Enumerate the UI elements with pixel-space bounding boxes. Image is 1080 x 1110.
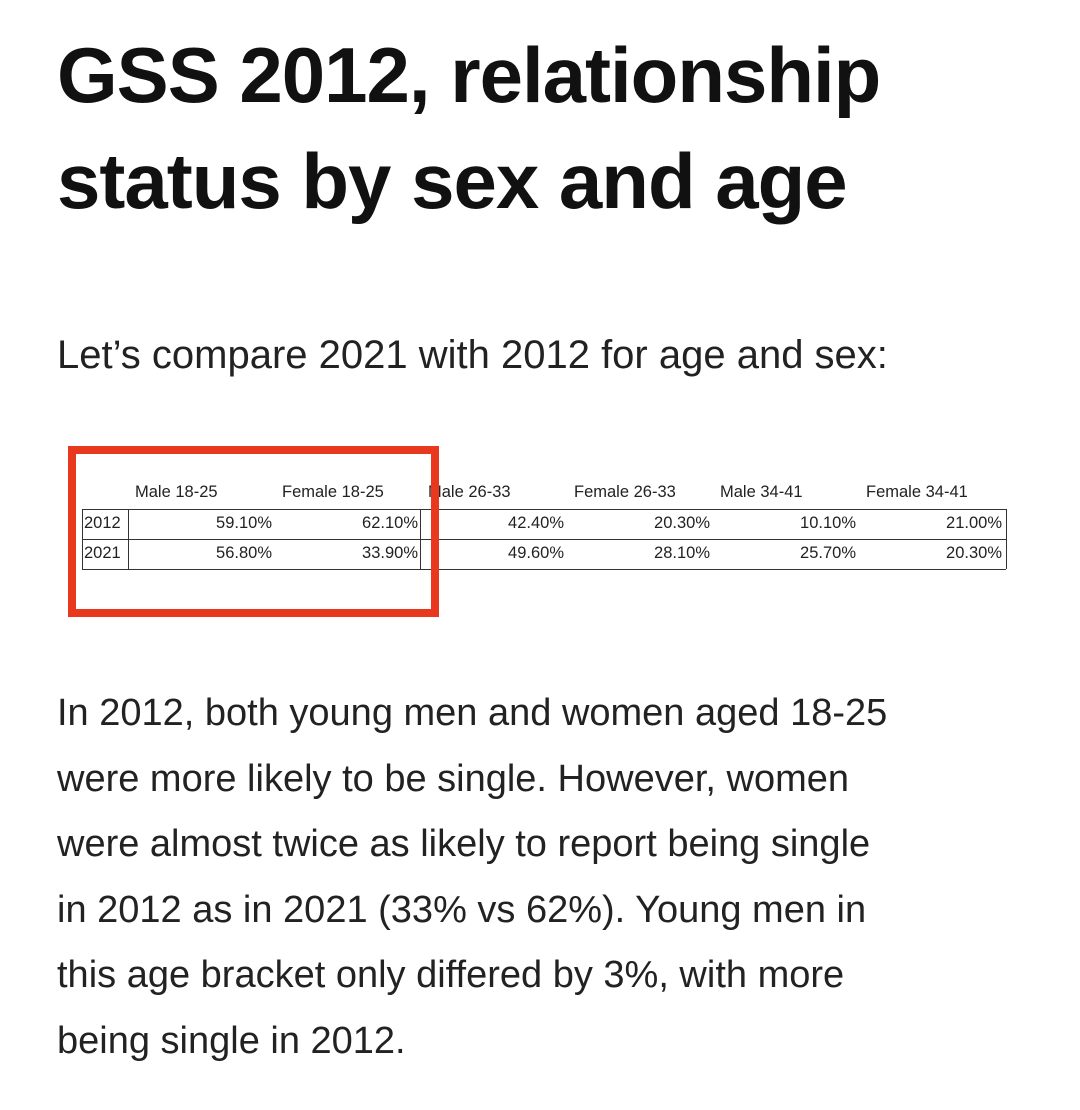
table-cell: 56.80% [216, 544, 272, 562]
table-border [82, 539, 1006, 540]
table-cell: 20.30% [654, 514, 710, 532]
paragraph-line: In 2012, both young men and women aged 1… [57, 692, 888, 734]
paragraph-line: in 2012 as in 2021 (33% vs 62%). Young m… [57, 888, 867, 931]
paragraph-line: were more likely to be single. However, … [57, 757, 850, 800]
column-header: Female 26-33 [574, 483, 676, 501]
table-cell: 28.10% [654, 544, 710, 562]
table-cell: 25.70% [800, 544, 856, 562]
table-cell: 62.10% [362, 514, 418, 532]
paragraph-line: this age bracket only differed by 3%, wi… [57, 954, 845, 996]
column-header: Female 18-25 [282, 483, 384, 501]
table-border [82, 569, 1006, 570]
title-line: GSS 2012, relationship [57, 31, 881, 119]
column-header: Male 34-41 [720, 483, 803, 501]
table-cell: 21.00% [946, 514, 1002, 532]
title-line: status by sex and age [57, 137, 848, 225]
table-border [128, 509, 129, 569]
table-border [82, 509, 83, 569]
column-header: Male 26-33 [428, 483, 511, 501]
row-label: 2012 [84, 514, 121, 532]
paragraph-line: being single in 2012. [57, 1019, 406, 1062]
row-label: 2021 [84, 544, 121, 562]
column-header: Male 18-25 [135, 483, 218, 501]
table-cell: 42.40% [508, 514, 564, 532]
table-cell: 49.60% [508, 544, 564, 562]
table-cell: 59.10% [216, 514, 272, 532]
intro-text: Let’s compare 2021 with 2012 for age and… [57, 333, 888, 377]
table-border [1006, 509, 1007, 569]
table-border [82, 509, 1006, 510]
table-cell: 33.90% [362, 544, 418, 562]
table-border [420, 509, 421, 569]
table-cell: 20.30% [946, 544, 1002, 562]
paragraph-line: were almost twice as likely to report be… [57, 823, 871, 865]
column-header: Female 34-41 [866, 483, 968, 501]
highlight-box [68, 446, 439, 617]
table-cell: 10.10% [800, 514, 856, 532]
